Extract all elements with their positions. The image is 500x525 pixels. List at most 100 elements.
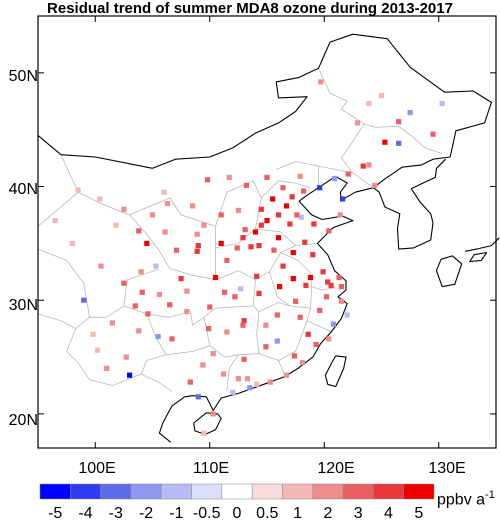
site-marker (139, 289, 145, 295)
site-marker (271, 247, 277, 253)
site-marker (200, 362, 206, 368)
site-marker (298, 214, 304, 220)
province-boundary (256, 311, 308, 361)
site-marker (258, 206, 264, 212)
colorbar-swatch (70, 483, 101, 500)
colorbar-tick-label: 3 (353, 505, 363, 522)
site-marker (254, 381, 260, 387)
site-marker (187, 379, 193, 385)
site-marker (127, 372, 133, 378)
site-marker (220, 371, 227, 377)
site-marker (235, 376, 241, 382)
coastline-segment (373, 156, 451, 189)
site-marker (378, 93, 385, 99)
colorbar-unit: ppbv a-1 (437, 487, 495, 508)
site-marker (247, 385, 253, 391)
lon-tick-label-110e: 110E (192, 460, 230, 477)
province-boundary (226, 354, 239, 392)
site-marker (121, 280, 127, 286)
colorbar-tick-label: 2 (323, 505, 333, 522)
province-boundary (37, 191, 79, 227)
colorbar-swatch (100, 483, 132, 500)
site-marker (307, 274, 314, 281)
site-marker (136, 328, 142, 334)
site-marker (149, 212, 156, 218)
colorbar-swatch (251, 483, 283, 500)
site-marker (206, 326, 212, 332)
site-marker (184, 309, 190, 315)
colorbar-swatch (191, 483, 223, 500)
site-marker (173, 247, 180, 253)
site-marker (242, 227, 248, 233)
coastline-segment (373, 158, 446, 250)
site-marker (337, 212, 343, 218)
site-marker (69, 240, 75, 246)
site-marker (430, 131, 436, 137)
site-marker (297, 314, 303, 320)
site-marker (360, 163, 366, 169)
site-marker (274, 312, 280, 318)
site-marker (226, 174, 232, 180)
site-marker (318, 79, 324, 85)
site-marker (274, 338, 280, 344)
site-marker (167, 302, 173, 308)
site-marker (204, 177, 211, 183)
site-marker (280, 185, 286, 191)
site-marker (289, 194, 295, 200)
colorbar-tick-label: -5 (48, 505, 63, 522)
site-marker (313, 341, 319, 348)
site-marker (109, 320, 115, 326)
site-marker (248, 244, 254, 250)
province-boundary (129, 197, 216, 280)
lon-tick-label-120e: 120E (317, 460, 355, 477)
province-boundary (261, 180, 311, 199)
site-marker (328, 282, 334, 288)
site-marker (396, 140, 402, 146)
site-marker (372, 182, 378, 188)
site-marker (326, 228, 332, 234)
coastline-segment (193, 412, 222, 435)
site-marker (290, 249, 296, 256)
colorbar-swatch (312, 483, 344, 500)
colorbar-swatch (282, 483, 314, 500)
lat-tick-label-20n: 20N (8, 412, 38, 429)
site-marker (263, 322, 269, 328)
site-marker (201, 430, 207, 436)
province-boundaries (37, 68, 443, 392)
site-marker (291, 353, 298, 359)
colorbar-swatches (39, 483, 435, 500)
colorbar-tick-label: -0.5 (192, 505, 221, 522)
province-boundary (215, 228, 297, 281)
site-marker (224, 257, 230, 263)
site-marker (169, 336, 175, 342)
colorbar-tick-label: 0 (232, 505, 242, 522)
site-marker (194, 248, 200, 254)
province-boundary (306, 308, 332, 333)
province-boundary (140, 345, 210, 392)
colorbar-tick-label: -3 (108, 505, 123, 522)
site-marker (256, 290, 262, 296)
site-marker (238, 286, 244, 292)
colorbar (39, 483, 435, 500)
site-marker (218, 240, 224, 246)
site-marker (252, 229, 259, 235)
site-marker (301, 188, 307, 194)
site-marker (283, 203, 290, 209)
site-marker (317, 185, 323, 191)
colorbar-swatch (160, 483, 192, 500)
site-marker (153, 263, 159, 269)
site-marker (305, 331, 311, 337)
site-marker (90, 331, 96, 337)
site-marker (123, 354, 129, 360)
site-marker (98, 263, 104, 269)
site-marker (195, 243, 201, 249)
site-marker (338, 284, 344, 290)
map-background (38, 16, 496, 448)
site-marker (303, 282, 309, 288)
site-marker (210, 351, 216, 357)
site-marker (155, 334, 161, 340)
site-marker (234, 245, 240, 251)
colorbar-unit-base: ppbv a (437, 491, 486, 509)
site-marker (222, 289, 228, 295)
site-marker (344, 312, 350, 318)
